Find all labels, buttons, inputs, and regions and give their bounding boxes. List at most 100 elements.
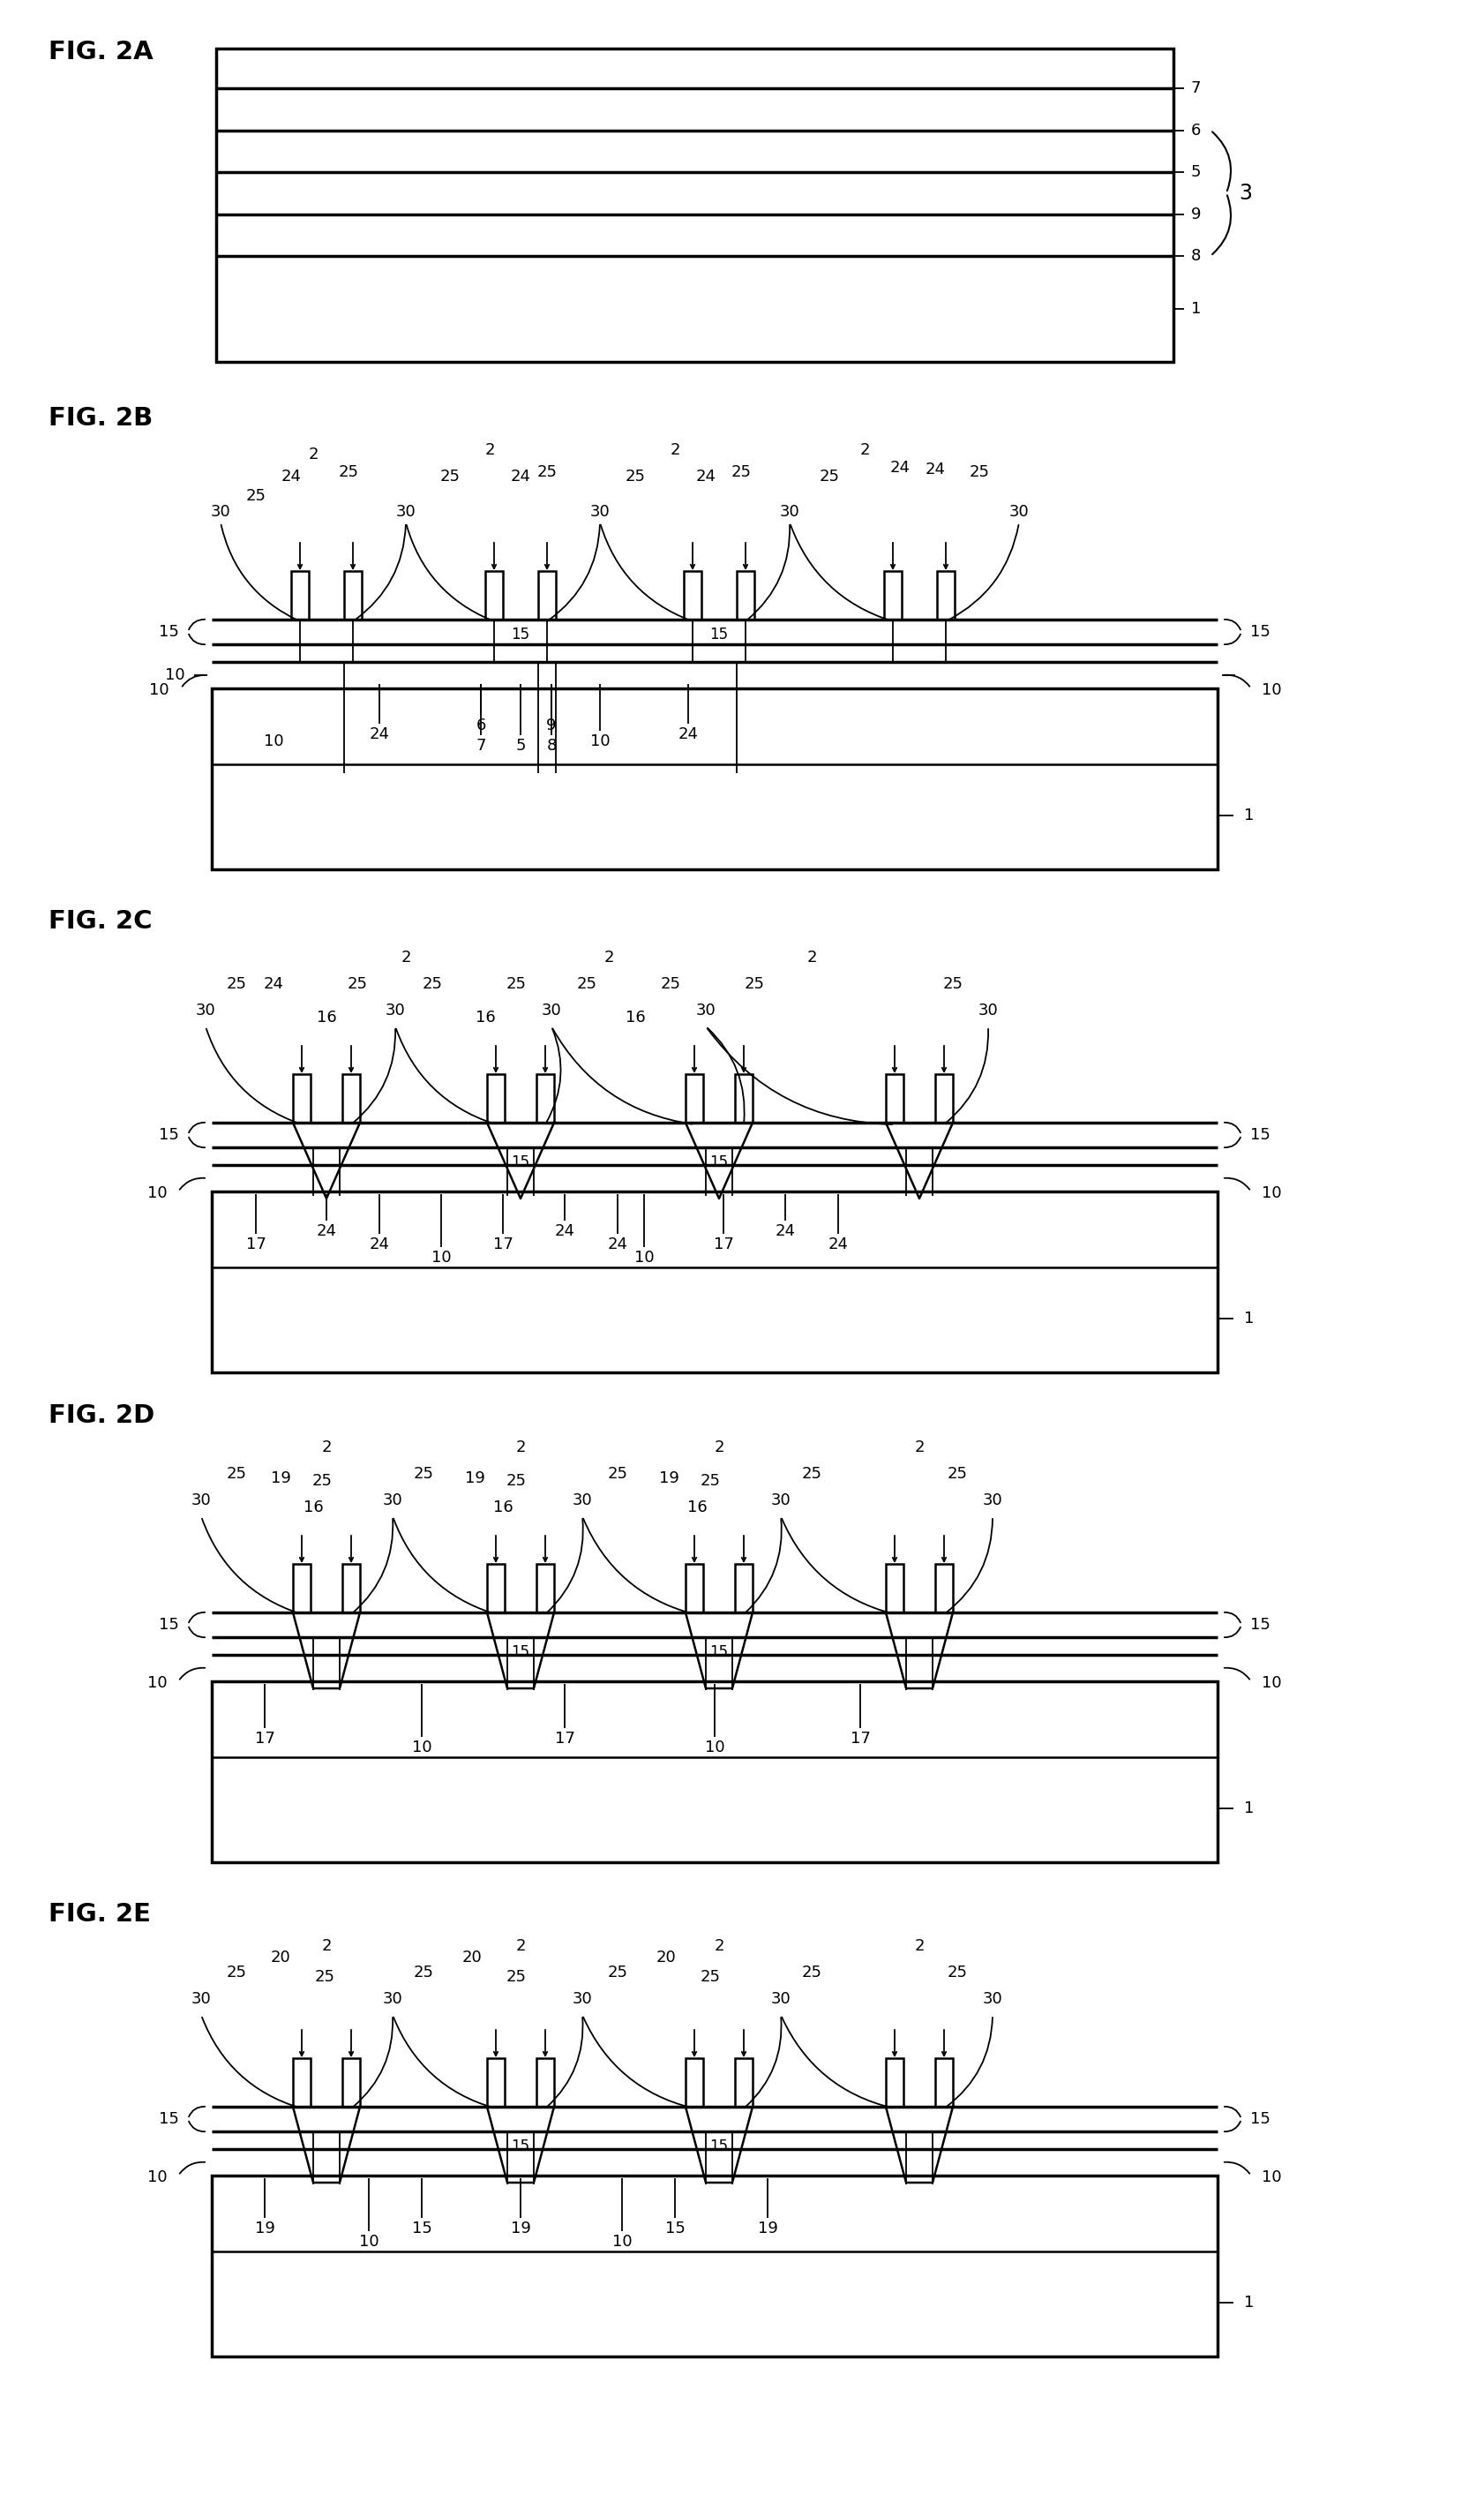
Text: 30: 30 [383,1992,402,2007]
Text: 24: 24 [925,461,945,478]
Text: 25: 25 [743,977,764,992]
Text: 15: 15 [510,2138,530,2155]
Text: 25: 25 [315,1969,334,1984]
Text: 25: 25 [942,977,963,992]
Text: 10: 10 [1261,682,1281,697]
Text: 10: 10 [147,1186,168,1201]
Text: 30: 30 [571,1992,592,2007]
Bar [886,2057,902,2108]
Text: 9: 9 [1190,206,1201,222]
Text: 25: 25 [801,1964,821,1982]
Bar [935,1564,953,1612]
Text: 25: 25 [226,977,246,992]
Text: 25: 25 [506,1473,525,1488]
Text: 30: 30 [196,1002,215,1017]
Text: 25: 25 [245,488,266,504]
Text: 25: 25 [947,1964,968,1982]
Bar [536,2057,554,2108]
Text: 25: 25 [226,1964,246,1982]
Text: 24: 24 [828,1236,847,1251]
Text: 25: 25 [421,977,442,992]
Text: 15: 15 [510,627,530,642]
Bar [212,1682,1217,1863]
Text: 30: 30 [978,1002,997,1017]
Text: 3: 3 [1238,181,1251,204]
Text: 2: 2 [401,949,411,964]
Bar [686,1564,703,1612]
Text: 15: 15 [159,1128,180,1143]
Text: 8: 8 [1190,247,1201,264]
Text: 30: 30 [589,504,610,519]
Text: 25: 25 [730,463,751,481]
Text: 10: 10 [150,682,169,697]
Text: 2: 2 [309,446,318,463]
Text: 15: 15 [1250,624,1270,640]
Text: 25: 25 [576,977,597,992]
Text: 15: 15 [510,1153,530,1171]
Text: 16: 16 [493,1501,512,1516]
Text: 25: 25 [607,1964,628,1982]
Bar [217,48,1172,363]
Bar [735,2057,752,2108]
Text: 25: 25 [699,1969,720,1984]
Bar [883,572,901,619]
Text: 6: 6 [1190,123,1201,138]
Bar [344,572,362,619]
Bar [487,1564,505,1612]
Text: 30: 30 [542,1002,561,1017]
Bar [935,2057,953,2108]
Text: 19: 19 [270,1471,291,1486]
Text: 2: 2 [914,1440,925,1455]
Bar [935,1075,953,1123]
Text: 5: 5 [515,738,525,753]
Text: 10: 10 [1261,1674,1281,1692]
Text: 24: 24 [554,1224,574,1239]
Text: 24: 24 [696,468,715,483]
Text: 10: 10 [147,2171,168,2186]
Text: 30: 30 [384,1002,405,1017]
Text: 5: 5 [1190,164,1201,181]
Text: 2: 2 [515,1440,525,1455]
Text: 7: 7 [475,738,485,753]
Text: 10: 10 [411,1740,432,1755]
Text: 19: 19 [254,2221,275,2236]
Text: 25: 25 [506,1969,525,1984]
Text: 24: 24 [316,1224,337,1239]
Text: FIG. 2B: FIG. 2B [49,405,153,431]
Bar [536,1075,554,1123]
Text: 19: 19 [510,2221,530,2236]
Bar [736,572,754,619]
Text: 10: 10 [359,2233,378,2249]
Text: 25: 25 [413,1964,433,1982]
Text: 7: 7 [1190,81,1201,96]
Text: FIG. 2A: FIG. 2A [49,40,153,65]
Bar [886,1564,902,1612]
Text: 17: 17 [554,1730,574,1747]
Text: 1: 1 [1244,1309,1254,1327]
Text: 1: 1 [1190,302,1201,317]
Text: 2: 2 [515,1939,525,1954]
Bar [343,1075,359,1123]
Text: 30: 30 [770,1493,791,1508]
Text: 10: 10 [1261,2171,1281,2186]
Text: 30: 30 [211,504,230,519]
Text: 24: 24 [889,461,910,476]
Text: 24: 24 [263,977,283,992]
Text: 30: 30 [982,1992,1002,2007]
Bar [886,1075,902,1123]
Text: 25: 25 [699,1473,720,1488]
Text: 17: 17 [850,1730,870,1747]
Text: 10: 10 [430,1249,451,1267]
Text: 25: 25 [506,977,525,992]
Text: FIG. 2C: FIG. 2C [49,909,151,934]
Text: 25: 25 [338,463,359,481]
Text: FIG. 2D: FIG. 2D [49,1403,154,1428]
Text: 10: 10 [147,1674,168,1692]
Text: 30: 30 [982,1493,1002,1508]
Text: 2: 2 [484,443,494,458]
Text: 1: 1 [1244,2294,1254,2309]
Text: 25: 25 [312,1473,332,1488]
Text: 6: 6 [475,718,485,733]
Text: 25: 25 [439,468,460,483]
Text: 16: 16 [303,1501,324,1516]
